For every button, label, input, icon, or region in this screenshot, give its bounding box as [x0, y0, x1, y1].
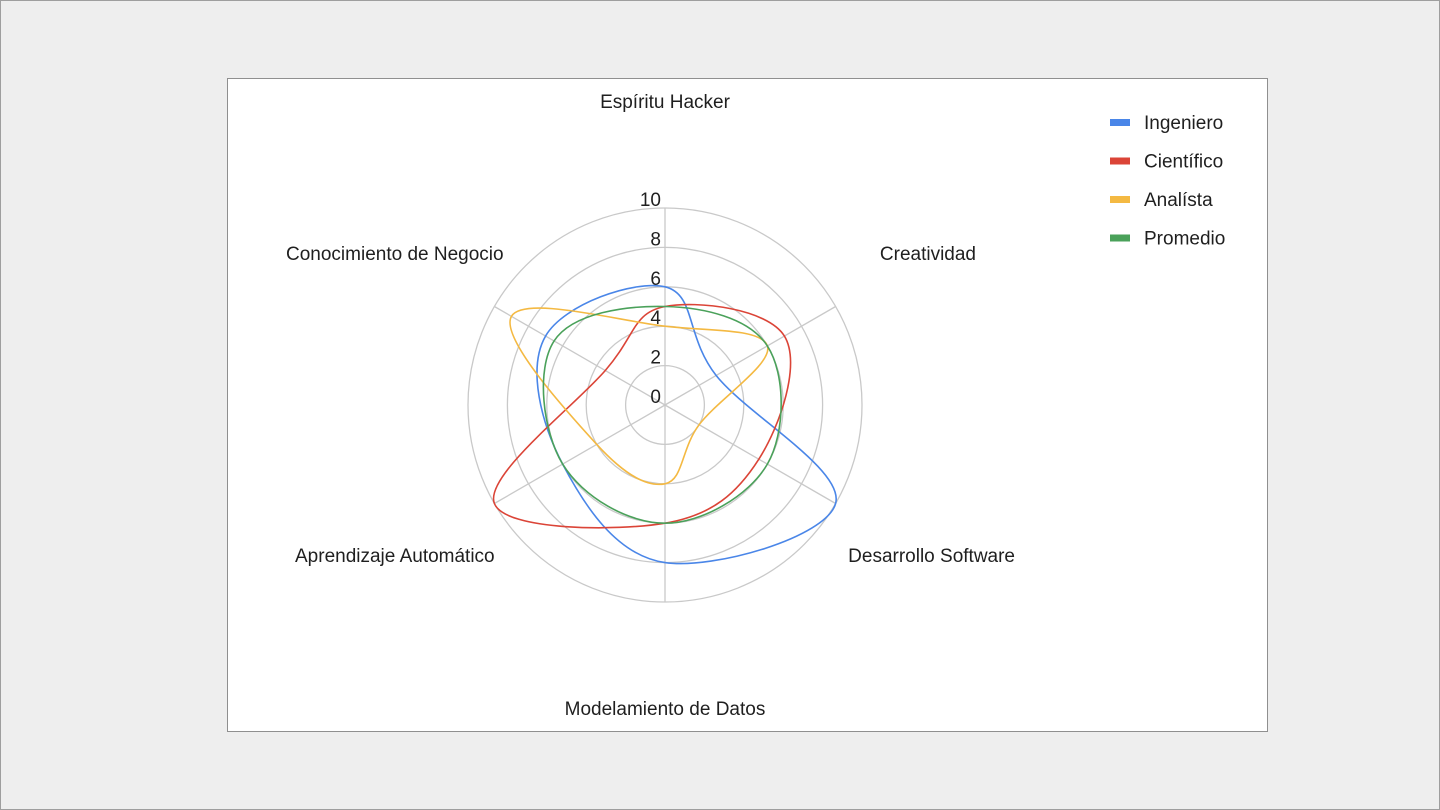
axis-label: Desarrollo Software: [848, 546, 1015, 567]
series-line-cientifico: [492, 303, 792, 529]
label-layer: 0 2 4 6 8 10 Espíritu Hacker Creatividad Desarro…: [286, 92, 1015, 720]
r-tick-label: 8: [650, 229, 661, 250]
axis-label: Creatividad: [880, 244, 976, 265]
series-line-analista: [509, 307, 769, 486]
series-line-ingeniero: [536, 284, 837, 565]
grid-spoke: [664, 305, 836, 406]
grid-spoke: [494, 404, 666, 505]
r-tick-label: 10: [640, 190, 661, 211]
axis-label: Conocimiento de Negocio: [286, 244, 504, 265]
axis-label: Modelamiento de Datos: [565, 699, 766, 720]
legend: Ingeniero Científico Analísta Promedio: [1110, 113, 1225, 250]
axis-label: Espíritu Hacker: [600, 92, 731, 113]
legend-swatch: [1110, 196, 1130, 203]
grid-spoke: [664, 404, 836, 505]
legend-label: Ingeniero: [1144, 113, 1223, 134]
legend-label: Analísta: [1144, 190, 1213, 211]
r-tick-label: 6: [650, 269, 661, 290]
r-tick-label: 0: [650, 387, 661, 408]
series-layer: [492, 284, 837, 565]
legend-swatch: [1110, 157, 1130, 165]
grid-spoke: [494, 305, 666, 406]
legend-item: Científico: [1110, 152, 1223, 173]
legend-label: Científico: [1144, 152, 1223, 173]
r-tick-label: 4: [650, 308, 661, 329]
axis-label: Aprendizaje Automático: [295, 546, 495, 567]
legend-swatch: [1110, 234, 1130, 242]
legend-item: Analísta: [1110, 190, 1213, 211]
legend-label: Promedio: [1144, 229, 1225, 250]
series-line-promedio: [542, 305, 782, 525]
legend-item: Ingeniero: [1110, 113, 1223, 134]
grid-layer: [467, 207, 863, 603]
legend-swatch: [1110, 119, 1130, 126]
legend-item: Promedio: [1110, 229, 1225, 250]
r-tick-label: 2: [650, 348, 661, 369]
